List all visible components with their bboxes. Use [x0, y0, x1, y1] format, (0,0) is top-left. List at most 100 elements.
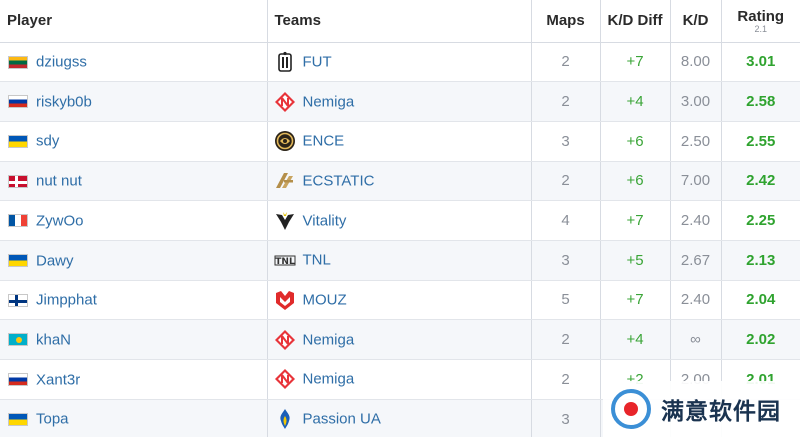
player-name-link[interactable]: Xant3r: [36, 371, 81, 389]
table-row[interactable]: Jimpphat MOUZ 5 +7 2.40 2.04: [0, 280, 800, 321]
team-cell: MOUZ: [267, 280, 532, 321]
kd-diff-cell: +7: [600, 280, 671, 321]
maps-cell: 2: [531, 81, 601, 122]
team-cell: Nemiga: [267, 319, 532, 360]
team-name-link[interactable]: Nemiga: [302, 370, 355, 388]
column-header-player[interactable]: Player: [0, 0, 268, 43]
rating-cell: 2.42: [721, 161, 800, 202]
column-header-kd[interactable]: K/D: [670, 0, 722, 43]
team-cell: TNL TNL: [267, 240, 532, 281]
player-name-link[interactable]: Topa: [36, 410, 69, 428]
kd-diff-cell: +7: [600, 200, 671, 241]
player-name-link[interactable]: dziugss: [36, 53, 87, 71]
team-name-link[interactable]: MOUZ: [302, 291, 347, 309]
maps-cell: 3: [531, 121, 601, 162]
player-name-link[interactable]: Dawy: [36, 252, 74, 270]
maps-cell: 5: [531, 280, 601, 321]
kd-diff-cell: +7: [600, 42, 671, 83]
rating-cell: 2.02: [721, 319, 800, 360]
kz-flag-icon: [8, 333, 28, 347]
team-cell: Vitality: [267, 200, 532, 241]
kd-cell: 3.00: [670, 81, 722, 122]
player-cell: Xant3r: [0, 359, 268, 400]
team-cell: Passion UA: [267, 399, 532, 437]
team-name-link[interactable]: ECSTATIC: [302, 172, 375, 190]
kd-diff-cell: +4: [600, 319, 671, 360]
tnl-logo-icon: TNL: [274, 249, 296, 271]
lt-flag-icon: [8, 55, 28, 69]
rating-cell: 2.25: [721, 200, 800, 241]
column-header-rating[interactable]: Rating 2.1: [721, 0, 800, 43]
vitality-logo-icon: [274, 210, 296, 232]
player-name-link[interactable]: sdy: [36, 132, 60, 150]
kd-diff-cell: +5: [600, 240, 671, 281]
table-header-row: Player Teams Maps K/D Diff K/D Rating 2.…: [0, 0, 800, 43]
kd-diff-cell: +4: [600, 81, 671, 122]
player-cell: Jimpphat: [0, 280, 268, 321]
ua-flag-icon: [8, 254, 28, 268]
ru-flag-icon: [8, 95, 28, 109]
nemiga-logo-icon: [274, 91, 296, 113]
fr-flag-icon: [8, 214, 28, 228]
maps-cell: 3: [531, 240, 601, 281]
team-name-link[interactable]: TNL: [302, 251, 331, 269]
svg-text:TNL: TNL: [275, 257, 295, 267]
maps-cell: 2: [531, 42, 601, 83]
player-cell: ZywOo: [0, 200, 268, 241]
player-cell: dziugss: [0, 42, 268, 83]
player-cell: nut nut: [0, 161, 268, 202]
player-name-link[interactable]: Jimpphat: [36, 291, 97, 309]
watermark: 满意软件园: [603, 381, 800, 437]
kd-cell: ∞: [670, 319, 722, 360]
kd-cell: 2.40: [670, 280, 722, 321]
column-header-teams[interactable]: Teams: [267, 0, 532, 43]
team-name-link[interactable]: Nemiga: [302, 331, 355, 349]
player-cell: Dawy: [0, 240, 268, 281]
team-name-link[interactable]: Passion UA: [302, 410, 381, 428]
column-header-maps[interactable]: Maps: [531, 0, 601, 43]
player-name-link[interactable]: riskyb0b: [36, 93, 92, 111]
kd-diff-cell: +6: [600, 161, 671, 202]
player-name-link[interactable]: ZywOo: [36, 212, 84, 230]
table-row[interactable]: riskyb0b Nemiga 2 +4 3.00 2.58: [0, 81, 800, 122]
ua-flag-icon: [8, 134, 28, 148]
player-name-link[interactable]: khaN: [36, 331, 72, 349]
team-cell: Nemiga: [267, 81, 532, 122]
column-header-kd-diff[interactable]: K/D Diff: [600, 0, 671, 43]
ru-flag-icon: [8, 373, 28, 387]
maps-cell: 2: [531, 161, 601, 202]
ence-logo-icon: [274, 130, 296, 152]
table-row[interactable]: nut nut ECSTATIC 2 +6 7.00 2.42: [0, 161, 800, 202]
team-cell: Nemiga: [267, 359, 532, 400]
kd-cell: 2.67: [670, 240, 722, 281]
fut-logo-icon: [274, 51, 296, 73]
kd-cell: 2.40: [670, 200, 722, 241]
player-cell: khaN: [0, 319, 268, 360]
team-name-link[interactable]: Vitality: [302, 212, 347, 230]
table-row[interactable]: Dawy TNL TNL 3 +5 2.67 2.13: [0, 240, 800, 281]
rating-cell: 2.55: [721, 121, 800, 162]
table-row[interactable]: khaN Nemiga 2 +4 ∞ 2.02: [0, 319, 800, 360]
team-cell: ENCE: [267, 121, 532, 162]
team-cell: FUT: [267, 42, 532, 83]
maps-cell: 2: [531, 359, 601, 400]
team-cell: ECSTATIC: [267, 161, 532, 202]
table-row[interactable]: sdy ENCE 3 +6 2.50 2.55: [0, 121, 800, 162]
dk-flag-icon: [8, 174, 28, 188]
player-cell: sdy: [0, 121, 268, 162]
table-row[interactable]: ZywOo Vitality 4 +7 2.40 2.25: [0, 200, 800, 241]
mouz-logo-icon: [274, 289, 296, 311]
team-name-link[interactable]: ENCE: [302, 132, 345, 150]
team-name-link[interactable]: Nemiga: [302, 93, 355, 111]
passion-ua-logo-icon: [274, 408, 296, 430]
player-name-link[interactable]: nut nut: [36, 172, 82, 190]
rating-cell: 2.58: [721, 81, 800, 122]
team-name-link[interactable]: FUT: [302, 53, 332, 71]
maps-cell: 3: [531, 399, 601, 437]
table-row[interactable]: dziugss FUT 2 +7 8.00 3.01: [0, 42, 800, 83]
nemiga-logo-icon: [274, 329, 296, 351]
player-cell: riskyb0b: [0, 81, 268, 122]
watermark-text: 满意软件园: [661, 399, 781, 425]
kd-cell: 2.50: [670, 121, 722, 162]
